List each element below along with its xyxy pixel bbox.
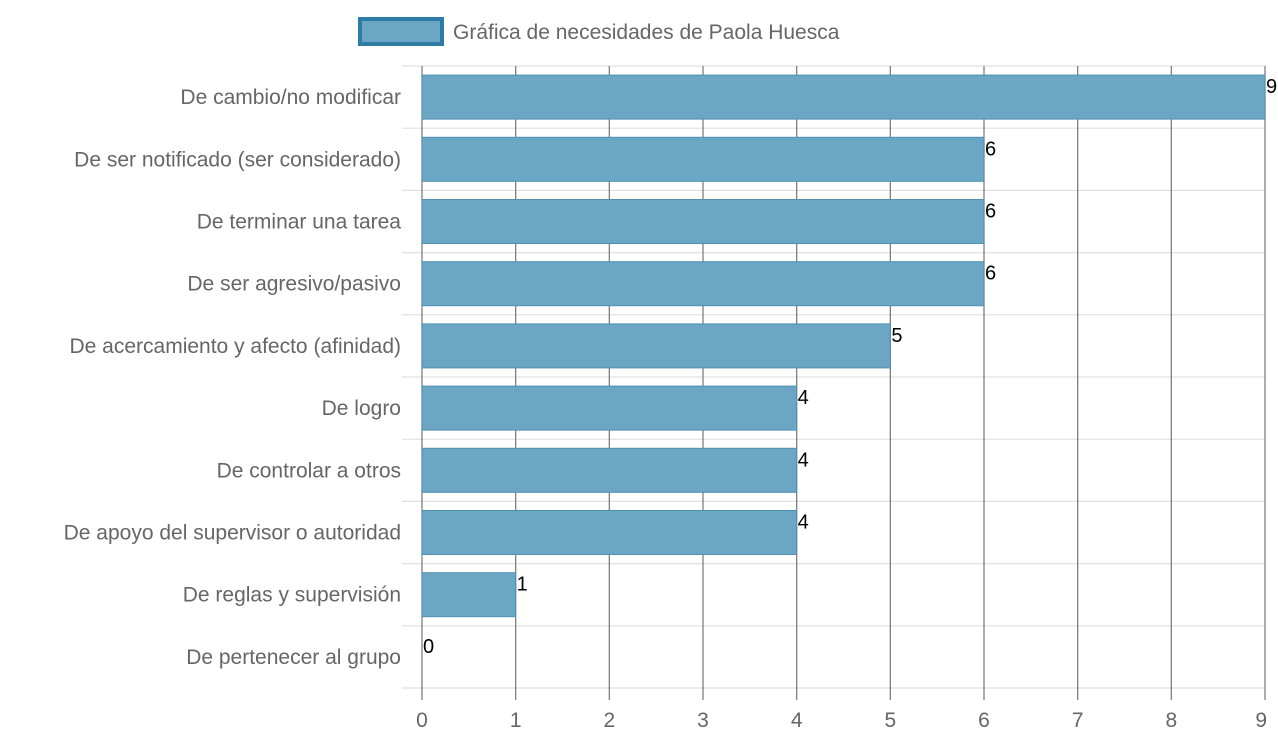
data-label: 0: [423, 636, 434, 658]
row-gridlines: [402, 65, 1265, 689]
data-label: 4: [798, 512, 809, 534]
bar[interactable]: [421, 572, 517, 618]
category-label: De reglas y supervisión: [183, 584, 401, 607]
bar[interactable]: [421, 199, 985, 244]
data-label: 5: [891, 325, 902, 347]
data-label: 1: [517, 574, 528, 596]
data-label: 6: [985, 201, 996, 223]
bar[interactable]: [421, 74, 1266, 120]
bars-group: [421, 74, 1266, 618]
x-tick-label: 8: [1165, 709, 1177, 732]
category-label: De terminar una tarea: [197, 211, 402, 234]
bar[interactable]: [421, 136, 985, 182]
x-tick-label: 9: [1255, 709, 1267, 732]
x-tick-label: 7: [1072, 709, 1084, 732]
category-label: De acercamiento y afecto (afinidad): [70, 335, 402, 358]
x-tick-label: 2: [603, 709, 615, 732]
x-tick-label: 4: [791, 709, 803, 732]
x-tick-label: 1: [510, 709, 522, 732]
chart-legend[interactable]: Gráfica de necesidades de Paola Huesca: [358, 17, 840, 46]
data-label: 9: [1266, 76, 1277, 98]
x-axis-ticks-group: 0 1 2 3 4 5 6 7 8 9: [416, 709, 1267, 732]
bar[interactable]: [421, 510, 798, 555]
legend-label: Gráfica de necesidades de Paola Huesca: [453, 21, 840, 44]
data-labels-group: 9 6 6 6 5 4 4 4 1 0: [423, 76, 1277, 658]
bar[interactable]: [421, 385, 798, 431]
data-label: 6: [985, 138, 996, 160]
bar[interactable]: [421, 447, 798, 493]
data-label: 4: [798, 387, 809, 409]
x-tick-label: 6: [978, 709, 990, 732]
category-label: De pertenecer al grupo: [186, 646, 401, 669]
category-label: De controlar a otros: [217, 459, 401, 482]
bar[interactable]: [421, 261, 985, 307]
legend-swatch[interactable]: [358, 17, 444, 46]
data-label: 6: [985, 263, 996, 285]
category-labels-group: De cambio/no modificar De ser notificado …: [64, 86, 402, 669]
x-tick-label: 3: [697, 709, 709, 732]
x-tick-label: 0: [416, 709, 428, 732]
category-label: De ser agresivo/pasivo: [187, 273, 401, 296]
data-label: 4: [798, 449, 809, 471]
x-tick-label: 5: [884, 709, 896, 732]
category-label: De logro: [322, 397, 401, 420]
category-label: De apoyo del supervisor o autoridad: [64, 522, 401, 545]
category-label: De cambio/no modificar: [180, 86, 401, 109]
category-label: De ser notificado (ser considerado): [74, 148, 401, 171]
bar[interactable]: [421, 323, 891, 369]
